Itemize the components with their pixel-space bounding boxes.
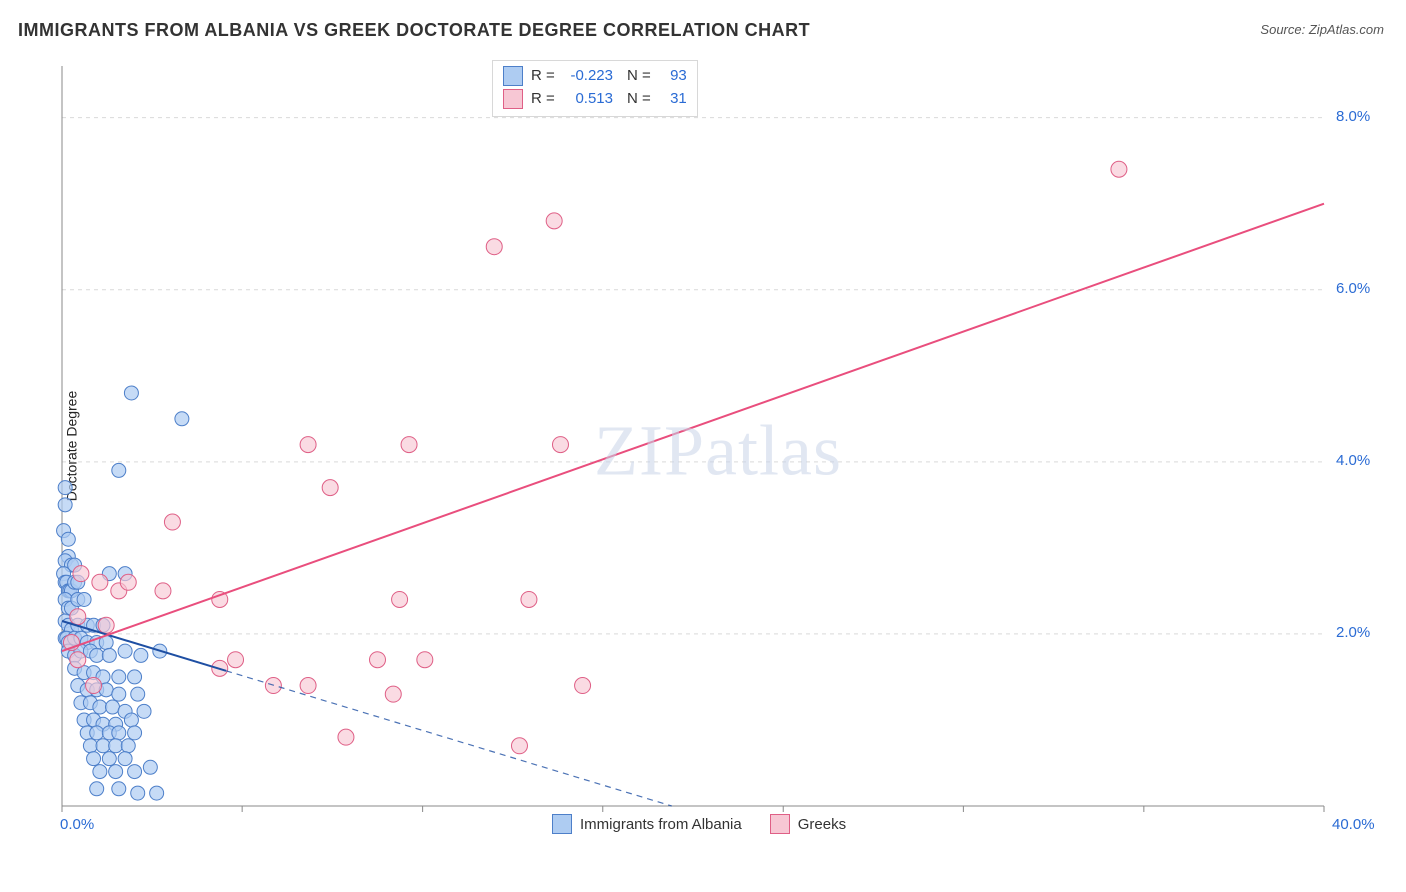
r-label: R = (531, 88, 557, 111)
series-swatch (503, 89, 523, 109)
r-value: 0.513 (565, 88, 613, 111)
n-label: N = (627, 65, 651, 88)
chart-area: ZIPatlas R =-0.223N =93R =0.513N =31 Imm… (52, 56, 1384, 846)
y-tick-label: 8.0% (1336, 108, 1370, 125)
stats-row: R = 0.513 N = 31 (503, 88, 687, 111)
chart-title: IMMIGRANTS FROM ALBANIA VS GREEK DOCTORA… (18, 20, 810, 41)
r-label: R = (531, 65, 557, 88)
legend-item: Immigrants from Albania (552, 814, 742, 834)
legend-item: Greeks (770, 814, 846, 834)
n-value: 31 (659, 88, 687, 111)
legend-label: Immigrants from Albania (580, 816, 742, 833)
series-legend: Immigrants from Albania Greeks (552, 814, 846, 834)
n-label: N = (627, 88, 651, 111)
legend-label: Greeks (798, 816, 846, 833)
source-label: Source: (1260, 22, 1305, 37)
source-value: ZipAtlas.com (1309, 22, 1384, 37)
series-swatch (770, 814, 790, 834)
scatter-chart-svg (52, 56, 1384, 846)
source-credit: Source: ZipAtlas.com (1260, 22, 1384, 37)
r-value: -0.223 (565, 65, 613, 88)
series-swatch (503, 66, 523, 86)
stats-legend: R = -0.223 N = 93 R = 0.513 N = 31 (492, 60, 698, 117)
y-tick-label: 2.0% (1336, 624, 1370, 641)
stats-row: R = -0.223 N = 93 (503, 65, 687, 88)
x-max-label: 40.0% (1332, 816, 1375, 833)
x-min-label: 0.0% (60, 816, 94, 833)
y-tick-label: 6.0% (1336, 280, 1370, 297)
y-tick-label: 4.0% (1336, 452, 1370, 469)
n-value: 93 (659, 65, 687, 88)
series-swatch (552, 814, 572, 834)
